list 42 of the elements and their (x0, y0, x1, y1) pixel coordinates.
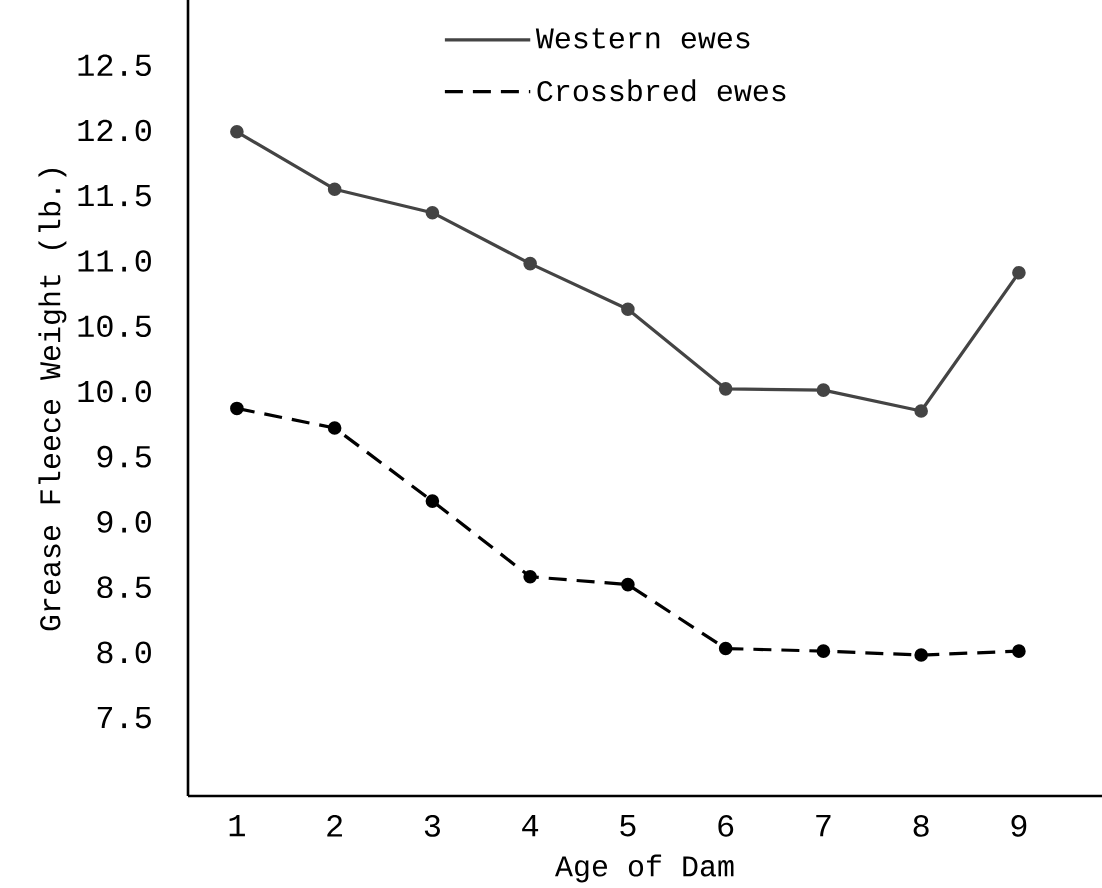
x-tick-label: 4 (522, 815, 539, 837)
point (816, 644, 831, 658)
x-tick-label: 2 (327, 815, 342, 837)
point (914, 404, 928, 418)
x-tick-label: 7 (816, 815, 831, 837)
x-axis-title: Age of Dam (554, 854, 734, 883)
point (523, 256, 537, 271)
point (230, 401, 244, 416)
point (1012, 644, 1026, 658)
y-tick-label: 7.5 (97, 707, 151, 729)
point (816, 383, 831, 397)
point (718, 641, 733, 656)
y-tick-label: 12.0 (78, 119, 151, 142)
x-tick-label: 8 (913, 815, 929, 837)
x-tick-label: 3 (424, 815, 440, 837)
point (718, 382, 733, 396)
x-tick-label: 6 (718, 815, 734, 837)
point (230, 125, 244, 139)
x-tick-label: 9 (1011, 815, 1027, 837)
y-tick-label: 8.0 (97, 641, 151, 664)
y-axis-title: Grease Fleece Weight (lb.) (38, 169, 67, 631)
y-tick-label: 10.5 (78, 315, 151, 338)
y-tick-label: 9.5 (97, 445, 151, 468)
point (327, 182, 342, 197)
y-tick-label: 8.5 (97, 576, 151, 599)
y-tick-label: 11.0 (78, 250, 151, 272)
y-tick-label: 12.5 (78, 54, 151, 77)
point (425, 494, 440, 508)
y-tick-label: 10.0 (78, 380, 151, 403)
point (523, 569, 537, 584)
point (621, 577, 635, 592)
point (327, 421, 342, 435)
point (621, 302, 635, 317)
point (425, 205, 440, 220)
point (914, 648, 928, 662)
y-tick-label: 11.5 (78, 185, 151, 207)
x-tick-label: 1 (229, 815, 245, 837)
y-tick-label: 9.0 (97, 511, 151, 533)
point (1012, 265, 1026, 280)
x-tick-label: 5 (620, 815, 636, 837)
legend-label: Crossbred ewes (537, 79, 786, 102)
legend-label: Western ewes (535, 28, 750, 49)
